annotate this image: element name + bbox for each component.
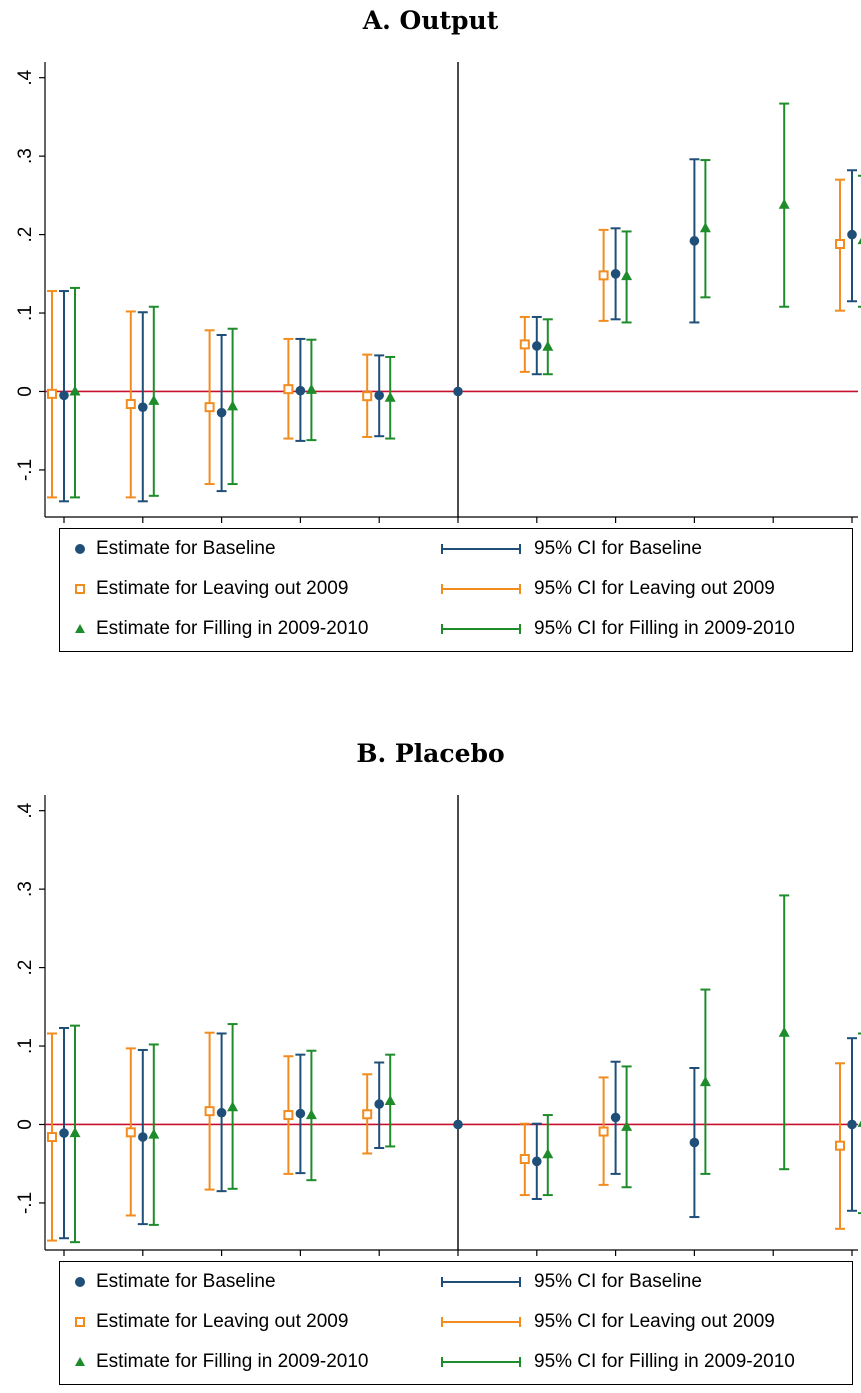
estimate-point-baseline (847, 1119, 857, 1130)
ci-line-icon (441, 544, 521, 554)
y-tick-label: .4 (15, 69, 36, 85)
y-tick-label: .1 (15, 305, 36, 321)
ci-line-icon (441, 1317, 521, 1327)
estimate-point-baseline (453, 386, 463, 397)
estimate-point-leaving-out (283, 1110, 294, 1121)
chart-title: B. Placebo (356, 739, 505, 768)
square-marker-icon (75, 584, 85, 594)
estimate-point-leaving-out (47, 388, 57, 399)
y-tick-label: .2 (15, 960, 36, 976)
estimate-point-filling-in (699, 222, 711, 233)
chart-title: A. Output (362, 6, 499, 35)
output-chart: -.10.1.2.3.42001200220032004200520062007… (15, 62, 861, 523)
estimate-point-baseline (453, 1119, 463, 1130)
triangle-marker-icon (75, 1357, 85, 1366)
estimate-point-baseline (216, 407, 227, 418)
ci-line-icon (441, 584, 521, 594)
y-tick-label: .3 (15, 881, 36, 897)
estimate-point-leaving-out (125, 1127, 136, 1138)
estimate-point-filling-in (542, 1148, 554, 1159)
estimate-point-filling-in (857, 1120, 861, 1127)
estimate-point-leaving-out (362, 1109, 373, 1120)
circle-marker-icon (75, 1277, 85, 1287)
estimate-point-filling-in (148, 394, 160, 405)
estimate-point-filling-in (227, 1101, 239, 1112)
estimate-point-leaving-out (598, 270, 609, 281)
estimate-point-leaving-out (598, 1126, 609, 1137)
y-tick-label: 0 (15, 1119, 36, 1130)
y-tick-label: .3 (15, 148, 36, 164)
estimate-point-baseline (138, 402, 148, 412)
estimate-point-leaving-out (204, 402, 215, 413)
estimate-point-leaving-out (283, 384, 294, 395)
estimate-point-filling-in (778, 1026, 790, 1037)
estimate-point-baseline (374, 1099, 385, 1109)
estimate-point-baseline (59, 1128, 69, 1138)
y-tick-label: -.1 (15, 1192, 36, 1214)
estimate-point-filling-in (699, 1076, 711, 1087)
estimate-point-leaving-out (47, 1132, 57, 1143)
estimate-point-leaving-out (204, 1106, 215, 1117)
estimate-point-baseline (689, 236, 700, 246)
estimate-point-baseline (532, 1156, 542, 1167)
estimate-point-filling-in (305, 1109, 317, 1120)
estimate-point-filling-in (542, 340, 554, 351)
estimate-point-leaving-out (125, 399, 136, 410)
estimate-point-leaving-out (519, 1154, 530, 1164)
estimate-point-baseline (689, 1137, 700, 1148)
y-tick-label: -.1 (15, 459, 36, 481)
y-tick-label: .1 (15, 1038, 36, 1054)
estimate-point-filling-in (857, 237, 861, 245)
estimate-point-baseline (374, 390, 385, 401)
chart-legend: Estimate for Baseline Estimate for Leavi… (59, 528, 853, 652)
estimate-point-leaving-out (835, 1140, 845, 1151)
estimate-point-baseline (216, 1107, 227, 1118)
y-tick-label: 0 (15, 386, 36, 397)
estimate-point-filling-in (305, 383, 317, 394)
estimate-point-baseline (295, 385, 306, 396)
estimate-point-filling-in (778, 198, 790, 209)
chart-legend: Estimate for Baseline Estimate for Leavi… (59, 1261, 853, 1385)
y-tick-label: .2 (15, 227, 36, 243)
ci-line-icon (441, 624, 521, 634)
estimate-point-filling-in (384, 1094, 396, 1105)
estimate-point-baseline (847, 229, 857, 240)
estimate-point-leaving-out (835, 239, 845, 249)
estimate-point-filling-in (384, 391, 396, 402)
estimate-point-baseline (610, 269, 621, 279)
estimate-point-filling-in (148, 1128, 160, 1139)
estimate-point-baseline (610, 1112, 621, 1123)
circle-marker-icon (75, 544, 85, 554)
estimate-point-leaving-out (362, 391, 373, 402)
estimate-point-filling-in (621, 1120, 633, 1131)
ci-line-icon (441, 1357, 521, 1367)
panel-placebo: B. Placebo -.10.1.2.3.420012002200320042… (0, 733, 861, 1393)
estimate-point-baseline (59, 390, 69, 401)
estimate-point-leaving-out (519, 339, 530, 350)
square-marker-icon (75, 1317, 85, 1327)
estimate-point-filling-in (69, 385, 81, 396)
estimate-point-baseline (532, 341, 542, 351)
estimate-point-filling-in (621, 270, 633, 281)
estimate-point-filling-in (69, 1127, 81, 1138)
ci-line-icon (441, 1277, 521, 1287)
triangle-marker-icon (75, 624, 85, 633)
panel-output: A. Output -.10.1.2.3.4200120022003200420… (0, 0, 861, 660)
estimate-point-filling-in (227, 400, 239, 411)
placebo-chart: -.10.1.2.3.42001200220032004200520062007… (15, 795, 861, 1256)
estimate-point-baseline (295, 1108, 306, 1119)
y-tick-label: .4 (15, 802, 36, 818)
estimate-point-baseline (138, 1132, 148, 1142)
